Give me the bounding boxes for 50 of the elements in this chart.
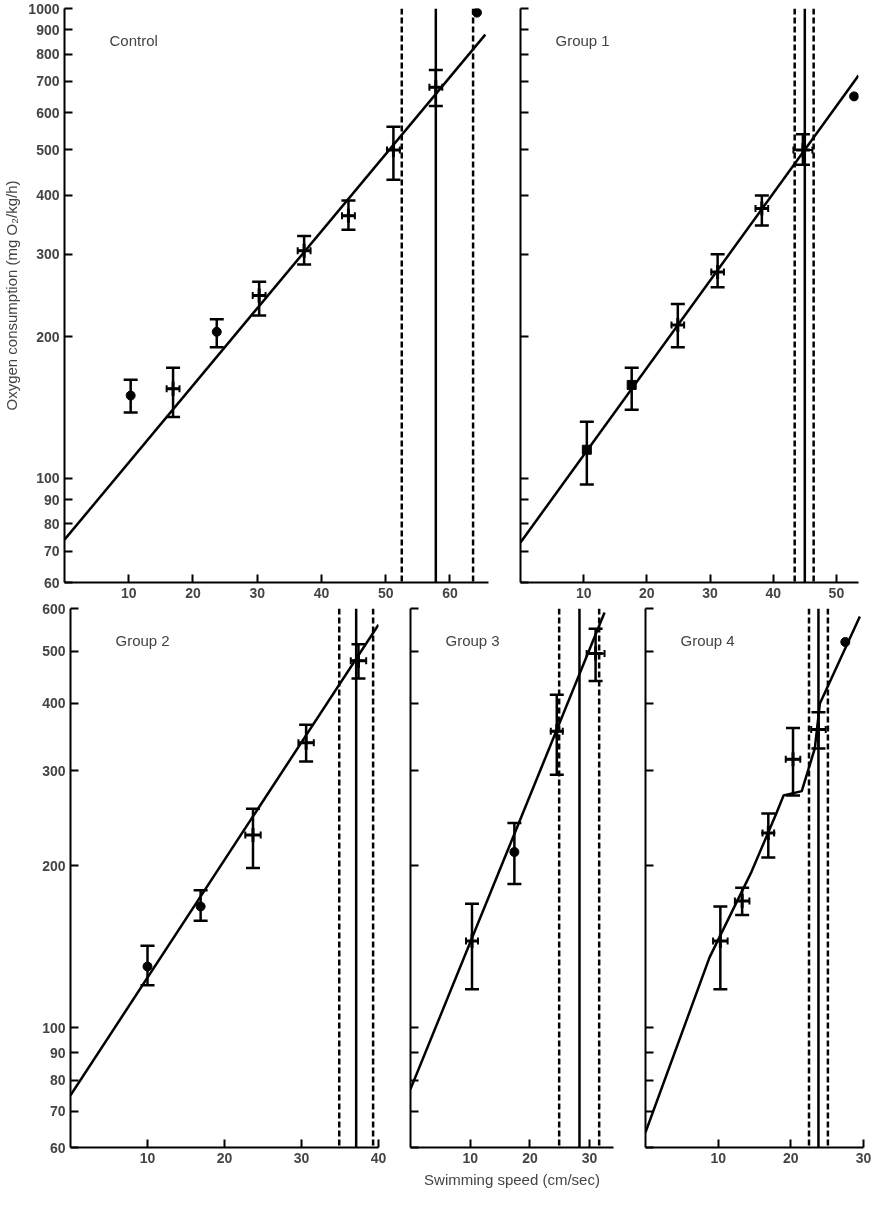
y-tick-label: 800 xyxy=(36,46,60,63)
x-axis-title: Swimming speed (cm/sec) xyxy=(424,1170,600,1188)
y-tick-label: 400 xyxy=(36,187,60,204)
x-tick-label: 20 xyxy=(783,1149,799,1166)
x-tick-label: 30 xyxy=(581,1149,598,1166)
y-tick-label: 80 xyxy=(43,515,60,532)
y-tick-label: 80 xyxy=(49,1072,66,1089)
x-tick-label: 20 xyxy=(216,1149,233,1166)
text: Group 3 xyxy=(445,631,500,649)
x-tick-label: 30 xyxy=(855,1149,872,1166)
y-tick-label: 700 xyxy=(36,73,60,90)
y-tick-label: 70 xyxy=(49,1103,66,1120)
x-tick-label: 30 xyxy=(249,584,266,601)
x-tick-label: 40 xyxy=(370,1149,387,1166)
y-tick-label: 600 xyxy=(42,600,66,617)
y-axis-title: Oxygen consumption (mg O₂/kg/h) xyxy=(3,180,21,411)
y-tick-label: 100 xyxy=(36,470,60,487)
text: Group 1 xyxy=(555,31,610,49)
x-tick-label: 60 xyxy=(442,584,458,601)
x-tick-label: 40 xyxy=(765,584,782,601)
x-tick-label: 20 xyxy=(185,584,201,601)
y-tick-label: 300 xyxy=(36,246,60,263)
y-tick-label: 900 xyxy=(36,22,60,38)
x-tick-label: 10 xyxy=(575,584,592,601)
y-tick-label: 200 xyxy=(36,328,60,345)
y-tick-label: 90 xyxy=(49,1044,66,1061)
x-tick-label: 10 xyxy=(139,1149,156,1166)
x-tick-label: 10 xyxy=(710,1149,727,1166)
x-tick-label: 30 xyxy=(702,584,719,601)
y-tick-label: 600 xyxy=(36,104,60,121)
y-tick-label: 500 xyxy=(42,643,66,660)
x-tick-label: 30 xyxy=(293,1149,310,1166)
y-tick-label: 1000 xyxy=(28,0,60,17)
y-tick-label: 400 xyxy=(42,695,66,712)
text: Control xyxy=(109,31,158,49)
y-tick-label: 90 xyxy=(43,491,60,508)
text: Group 2 xyxy=(115,631,170,649)
y-tick-label: 200 xyxy=(42,857,66,874)
x-tick-label: 50 xyxy=(377,584,394,601)
x-tick-label: 10 xyxy=(462,1149,479,1166)
x-tick-label: 20 xyxy=(639,584,655,601)
y-tick-label: 300 xyxy=(42,762,66,779)
y-tick-label: 500 xyxy=(36,141,60,158)
y-tick-label: 100 xyxy=(42,1019,66,1036)
y-tick-label: 70 xyxy=(43,543,60,560)
x-tick-label: 20 xyxy=(522,1149,538,1166)
x-tick-label: 10 xyxy=(120,584,137,601)
x-tick-label: 50 xyxy=(828,584,845,601)
text: Group 4 xyxy=(680,631,735,649)
x-tick-label: 40 xyxy=(313,584,330,601)
